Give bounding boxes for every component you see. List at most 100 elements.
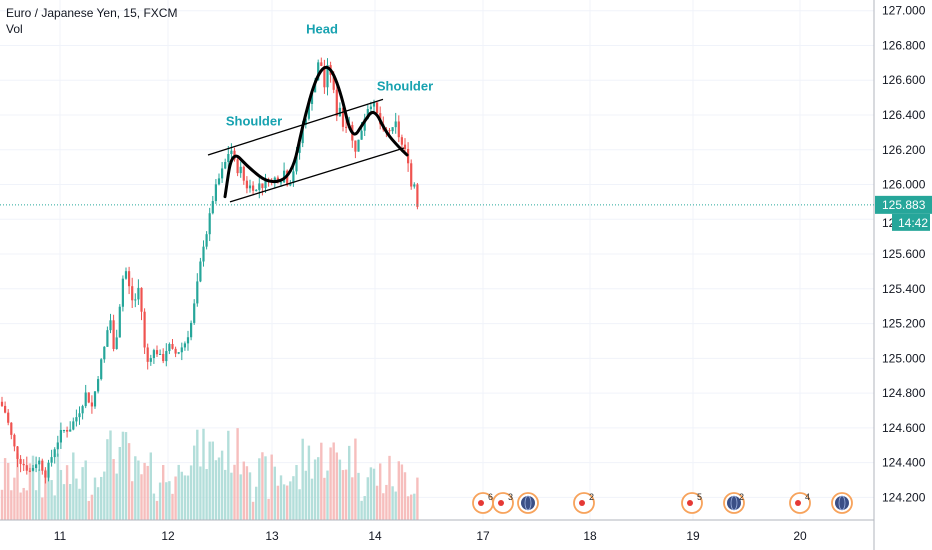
candle-body xyxy=(53,449,56,458)
candle-body xyxy=(152,350,155,359)
volume-bar xyxy=(7,462,10,520)
candle-body xyxy=(168,343,171,352)
candle-body xyxy=(261,183,264,189)
volume-bar xyxy=(81,467,84,520)
y-tick-label: 126.200 xyxy=(882,143,926,157)
volume-bar xyxy=(146,465,149,520)
volume-bar xyxy=(239,474,242,520)
candle-body xyxy=(131,286,134,301)
y-tick-label: 126.800 xyxy=(882,38,926,52)
candle-body xyxy=(239,166,242,174)
candle-body xyxy=(248,185,252,189)
candle-body xyxy=(208,213,211,235)
y-tick-label: 125.200 xyxy=(882,317,926,331)
channel-top-line xyxy=(207,98,384,156)
chart-legend: Euro / Japanese Yen, 15, FXCM Vol xyxy=(6,5,177,37)
candle-body xyxy=(100,359,103,380)
volume-label[interactable]: Vol xyxy=(6,22,23,36)
volume-bar xyxy=(360,500,363,520)
volume-bar xyxy=(385,484,388,520)
candle-body xyxy=(78,413,81,418)
volume-bar xyxy=(143,462,146,520)
volume-bar xyxy=(351,477,354,520)
volume-bar xyxy=(344,469,348,520)
volume-bar xyxy=(38,469,41,520)
event-count: 2 xyxy=(739,492,744,502)
volume-bar xyxy=(397,461,400,520)
volume-bar xyxy=(211,441,214,520)
candle-body xyxy=(286,170,289,186)
candle-body xyxy=(345,126,348,128)
volume-bar xyxy=(112,459,115,520)
symbol-title[interactable]: Euro / Japanese Yen, 15, FXCM xyxy=(6,6,178,20)
candle-body xyxy=(38,460,41,465)
volume-bar xyxy=(410,494,413,520)
candle-body xyxy=(50,457,53,463)
candle-body xyxy=(134,299,137,301)
volume-bar xyxy=(103,471,106,520)
volume-bar xyxy=(72,452,75,520)
candle-body xyxy=(323,65,326,88)
volume-bar xyxy=(357,472,360,520)
candle-body xyxy=(252,185,255,191)
candle-body xyxy=(372,102,376,107)
x-tick-label: 14 xyxy=(368,529,382,543)
candle-body xyxy=(165,351,168,362)
volume-bar xyxy=(363,496,366,520)
volume-bar xyxy=(388,455,391,520)
candle-body xyxy=(177,352,180,354)
volume-bar xyxy=(248,472,252,520)
candle-body xyxy=(90,402,93,407)
candle-body xyxy=(31,468,35,471)
volume-bar xyxy=(329,447,332,520)
candle-body xyxy=(199,261,202,282)
candle-body xyxy=(320,62,323,66)
candle-body xyxy=(205,234,208,247)
candle-body xyxy=(310,92,314,104)
event-count: 2 xyxy=(589,492,594,502)
volume-bar xyxy=(196,429,199,520)
candle-body xyxy=(115,337,118,349)
volume-bar xyxy=(413,493,416,520)
volume-bar xyxy=(183,475,187,520)
volume-bar xyxy=(193,445,196,520)
candle-body xyxy=(19,458,22,464)
volume-bar xyxy=(180,471,183,520)
volume-bars xyxy=(0,428,419,520)
volume-bar xyxy=(56,453,59,520)
volume-bar xyxy=(286,485,289,520)
y-tick-label: 124.200 xyxy=(882,490,926,504)
candle-body xyxy=(332,74,335,90)
volume-bar xyxy=(78,488,81,520)
candle-body xyxy=(245,180,248,189)
volume-bar xyxy=(25,490,28,520)
annotations: Shoulder Head Shoulder xyxy=(226,21,433,128)
volume-bar xyxy=(242,461,245,520)
globe-icon xyxy=(835,496,849,510)
candle-body xyxy=(304,118,307,125)
volume-bar xyxy=(140,474,143,520)
candle-body xyxy=(75,417,78,422)
volume-bar xyxy=(199,466,202,520)
globe-icon xyxy=(521,496,535,510)
candle-body xyxy=(258,183,261,190)
candle-body xyxy=(283,170,286,183)
candle-body xyxy=(10,422,13,435)
candle-body xyxy=(0,401,4,406)
candle-body xyxy=(106,330,109,347)
candle-body xyxy=(143,311,146,348)
pattern-label: Head xyxy=(306,21,338,36)
candle-body xyxy=(28,470,31,472)
candle-body xyxy=(217,178,221,185)
volume-bar xyxy=(220,450,224,520)
candle-body xyxy=(236,159,239,174)
candle-body xyxy=(214,184,217,202)
x-tick-label: 19 xyxy=(686,529,700,543)
volume-bar xyxy=(41,497,44,520)
candle-body xyxy=(186,337,190,344)
candle-body xyxy=(221,168,224,179)
candle-body xyxy=(124,271,128,279)
volume-bar xyxy=(3,458,7,520)
